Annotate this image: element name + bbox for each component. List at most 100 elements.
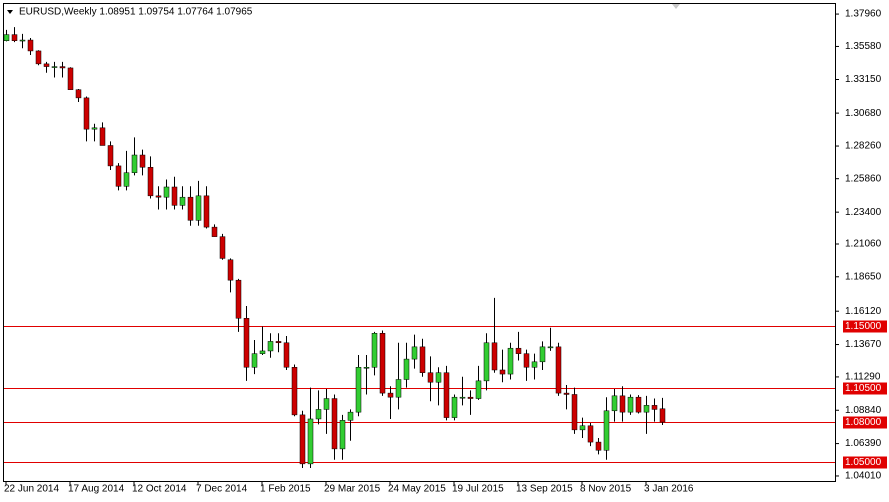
candle-body — [643, 405, 650, 413]
candle-body — [19, 39, 26, 42]
level-label: 1.15000 — [845, 321, 882, 332]
y-tick-label: 1.08840 — [845, 405, 882, 416]
candle-body — [427, 372, 434, 383]
candle-body — [291, 367, 298, 416]
y-tick-label: 1.33150 — [845, 74, 882, 85]
candle-body — [659, 408, 666, 423]
candle-body — [555, 346, 562, 394]
candle-body — [371, 332, 378, 368]
candle-body — [3, 34, 10, 41]
candle-body — [147, 167, 154, 197]
candle-body — [563, 392, 570, 395]
level-label: 1.05000 — [845, 457, 882, 468]
candle-body — [51, 66, 58, 68]
candle-body — [547, 346, 554, 349]
y-tick-label: 1.30680 — [845, 108, 882, 119]
candle-body — [115, 165, 122, 187]
candle-body — [571, 394, 578, 431]
candle-body — [451, 396, 458, 418]
candle-body — [531, 361, 538, 368]
level-label-box — [843, 382, 887, 395]
candle-body — [419, 346, 426, 373]
y-tick-label: 1.16120 — [845, 306, 882, 317]
candle-body — [499, 369, 506, 375]
candle-body — [11, 34, 18, 41]
menu-arrow[interactable] — [7, 10, 13, 14]
x-tick-label: 3 Jan 2016 — [644, 484, 694, 495]
candle-body — [651, 405, 658, 410]
candle-body — [227, 259, 234, 281]
candle-body — [355, 367, 362, 413]
candle-body — [91, 127, 98, 130]
candle-body — [339, 420, 346, 450]
candle-body — [347, 411, 354, 421]
y-tick-label: 1.37960 — [845, 9, 882, 20]
candle-body — [515, 347, 522, 354]
candle-body — [331, 398, 338, 450]
x-tick-label: 29 Mar 2015 — [324, 484, 381, 495]
candle-body — [283, 342, 290, 368]
y-tick-label: 1.18650 — [845, 271, 882, 282]
candle-body — [539, 346, 546, 363]
y-tick-label: 1.23400 — [845, 207, 882, 218]
level-label-box — [843, 456, 887, 469]
candle-body — [219, 236, 226, 259]
y-tick-label: 1.04010 — [845, 471, 882, 482]
candle-body — [403, 358, 410, 380]
candle-body — [235, 279, 242, 319]
x-tick-label: 22 Jun 2014 — [4, 484, 59, 495]
candle-body — [579, 425, 586, 431]
candle-body — [299, 414, 306, 465]
candle-body — [83, 97, 90, 130]
candle-body — [323, 398, 330, 410]
candle-body — [43, 63, 50, 67]
candle-body — [387, 392, 394, 398]
y-tick-label: 1.28260 — [845, 141, 882, 152]
candle-body — [507, 347, 514, 375]
level-label: 1.08000 — [845, 417, 882, 428]
y-tick-label: 1.11290 — [845, 372, 881, 383]
x-tick-label: 24 May 2015 — [388, 484, 446, 495]
candle-body — [171, 186, 178, 206]
candle-body — [243, 318, 250, 368]
candle-body — [123, 172, 130, 187]
candle-body — [187, 196, 194, 221]
candle-body — [443, 372, 450, 418]
y-tick-label: 1.06390 — [845, 438, 882, 449]
candle-body — [491, 342, 498, 371]
candle-body — [483, 342, 490, 382]
candle-body — [395, 379, 402, 398]
y-tick-label: 1.13670 — [845, 339, 882, 350]
y-tick-label: 1.35580 — [845, 41, 882, 52]
candle-body — [251, 353, 258, 368]
candle-body — [603, 410, 610, 451]
candle-body — [259, 350, 266, 354]
candle-body — [475, 380, 482, 399]
candle-body — [75, 89, 82, 99]
y-tick-label: 1.21060 — [845, 239, 882, 250]
candle-body — [595, 441, 602, 451]
x-tick-label: 8 Nov 2015 — [580, 484, 632, 495]
candle-body — [67, 67, 74, 90]
level-label-box — [843, 416, 887, 429]
candle-body — [363, 367, 370, 369]
x-tick-label: 13 Sep 2015 — [516, 484, 573, 495]
candle-body — [211, 226, 218, 237]
candle-body — [467, 396, 474, 399]
candle-body — [107, 145, 114, 167]
candle-body — [523, 353, 530, 368]
x-tick-label: 19 Jul 2015 — [452, 484, 504, 495]
level-label-box — [843, 320, 887, 333]
candle-body — [59, 66, 66, 69]
plot-frame — [3, 3, 836, 482]
candle-body — [587, 425, 594, 443]
candle-body — [411, 346, 418, 360]
candle-body — [307, 418, 314, 465]
shift-marker — [672, 4, 680, 9]
candle-body — [267, 341, 274, 352]
candle-body — [203, 195, 210, 228]
candle-body — [155, 195, 162, 198]
candle-body — [635, 396, 642, 413]
